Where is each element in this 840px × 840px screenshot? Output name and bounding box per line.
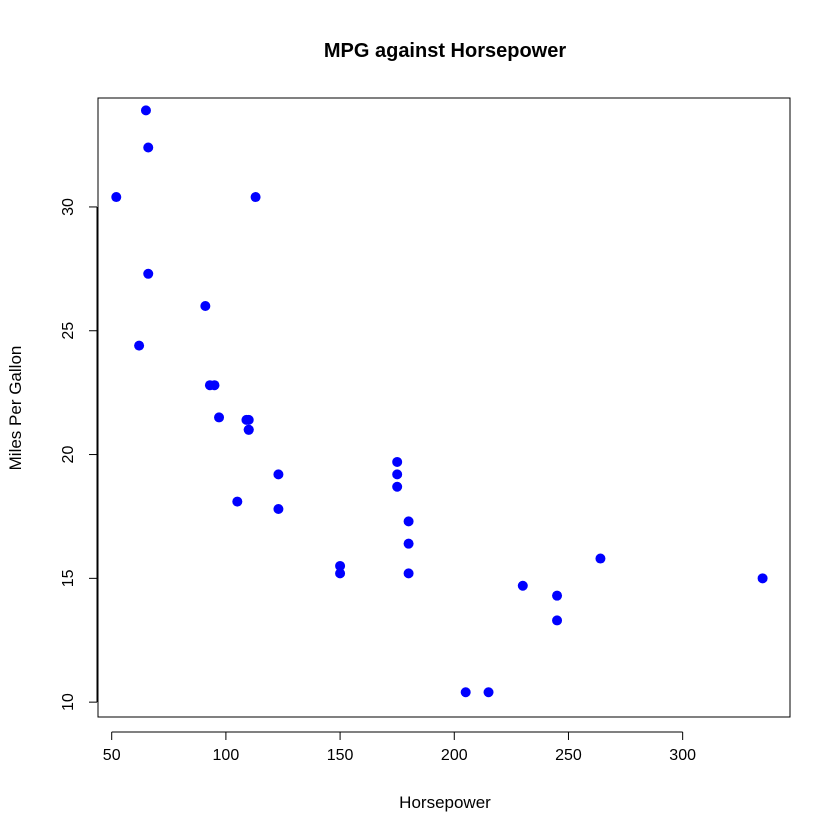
- x-tick-label: 150: [327, 747, 354, 764]
- data-point: [200, 300, 211, 311]
- plot-area-frame: [97, 97, 791, 718]
- data-point: [209, 380, 220, 391]
- data-point: [111, 192, 122, 203]
- x-tick-label: 200: [441, 747, 468, 764]
- data-point: [595, 553, 606, 564]
- chart-title: MPG against Horsepower: [324, 40, 566, 62]
- data-point: [552, 590, 563, 601]
- data-point: [403, 516, 414, 527]
- x-axis: 50 100 150 200 250 300: [103, 731, 696, 764]
- data-point: [232, 496, 243, 507]
- x-tick-label: 100: [213, 747, 240, 764]
- data-point: [243, 424, 254, 435]
- data-point: [335, 560, 346, 571]
- data-point: [134, 340, 145, 351]
- data-point: [392, 469, 403, 480]
- data-point: [517, 580, 528, 591]
- x-tick-label: 250: [555, 747, 582, 764]
- y-tick-label: 30: [60, 198, 77, 216]
- data-point: [403, 568, 414, 579]
- y-tick-label: 10: [60, 693, 77, 711]
- data-point: [214, 412, 225, 423]
- y-axis: 10 15 20 25 30: [60, 198, 98, 711]
- x-axis-label: Horsepower: [399, 793, 491, 812]
- data-point: [143, 142, 154, 153]
- data-point: [483, 687, 494, 698]
- data-point: [552, 615, 563, 626]
- x-tick-label: 50: [103, 747, 121, 764]
- data-point: [392, 481, 403, 492]
- data-point: [757, 573, 768, 584]
- data-points: [111, 105, 768, 698]
- y-tick-label: 25: [60, 322, 77, 340]
- data-point: [460, 687, 471, 698]
- data-point: [335, 568, 346, 579]
- data-point: [143, 268, 154, 279]
- y-tick-label: 15: [60, 569, 77, 587]
- data-point: [403, 538, 414, 549]
- x-tick-label: 300: [669, 747, 696, 764]
- y-axis-label: Miles Per Gallon: [6, 346, 25, 471]
- data-point: [392, 456, 403, 467]
- data-point: [140, 105, 151, 116]
- data-point: [273, 504, 284, 515]
- y-tick-label: 20: [60, 446, 77, 464]
- data-point: [250, 192, 261, 203]
- data-point: [241, 414, 252, 425]
- data-point: [273, 469, 284, 480]
